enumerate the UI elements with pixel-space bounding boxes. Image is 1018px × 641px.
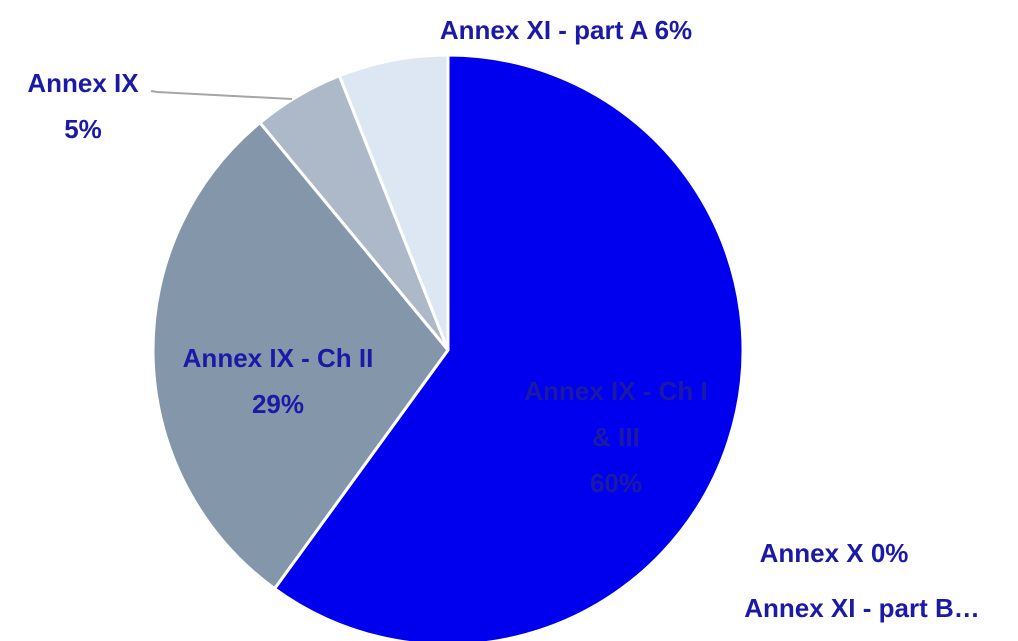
leader-line-annex-ix: [150, 90, 293, 100]
slice-label-annex-x: Annex X 0%: [760, 538, 909, 568]
slice-label-annex-xi-part-b: Annex XI - part B…: [744, 593, 979, 623]
slice-label-annex-xi-part-a: Annex XI - part A 6%: [440, 15, 692, 45]
slice-label-annex-ix-ch-ii: Annex IX - Ch II 29%: [183, 343, 374, 419]
leader-lines: [150, 90, 293, 100]
slice-label-annex-ix-ch-i-iii: Annex IX - Ch I & III 60%: [524, 376, 707, 498]
slice-label-annex-ix: Annex IX 5%: [27, 68, 139, 144]
pie-slices: [151, 53, 745, 641]
pie-slice-annex-ix-ch-ii: [151, 121, 450, 591]
pie-slice-annex-xi-part-a: [337, 53, 450, 352]
pie-slice-annex-ix-ch-i-iii: [273, 53, 745, 641]
slice-labels: Annex IX - Ch I & III 60% Annex X 0% Annex X…: [27, 15, 979, 623]
